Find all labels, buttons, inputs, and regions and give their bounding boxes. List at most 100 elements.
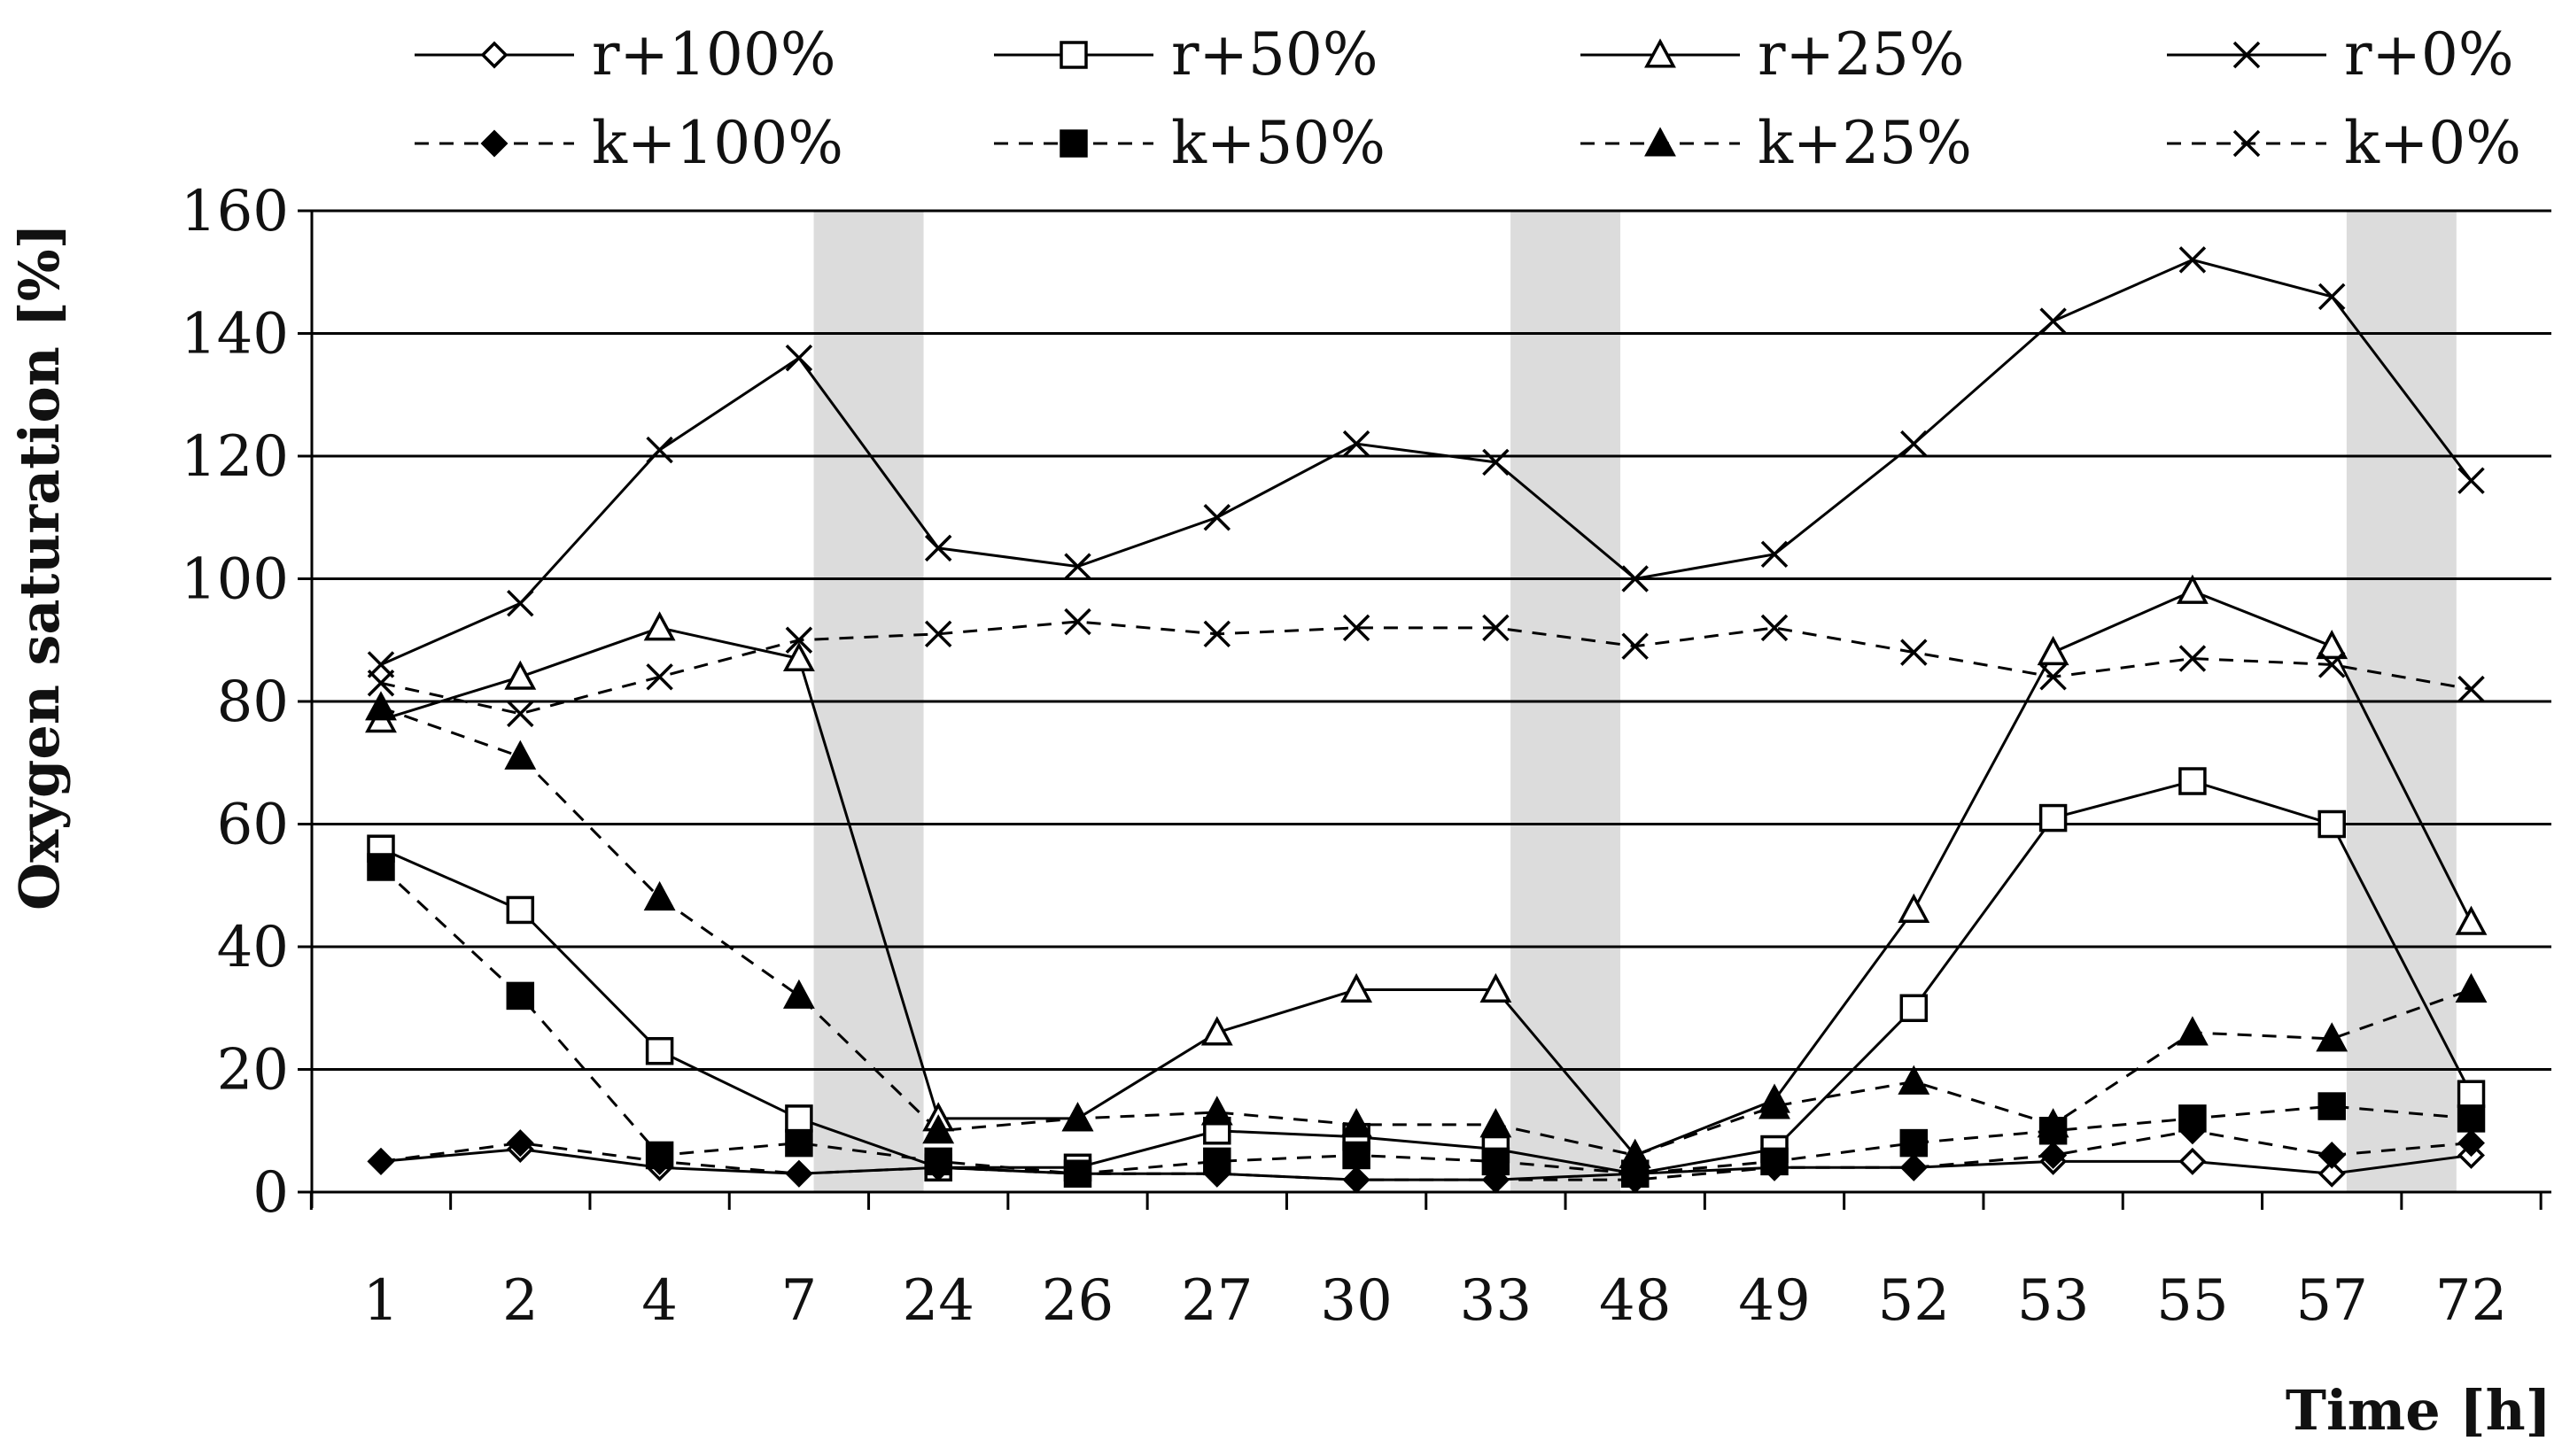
point-k-plus-0pct <box>2039 663 2067 691</box>
series-line-k-plus-50pct <box>379 865 2472 1175</box>
legend-label-k-plus-25pct: k+25% <box>1758 109 1972 177</box>
point-r-plus-100pct <box>2317 1159 2346 1188</box>
x-tick-label: 27 <box>1181 1268 1253 1334</box>
x-tick-label: 24 <box>902 1268 974 1334</box>
point-k-plus-25pct <box>643 880 676 911</box>
point-r-plus-0pct <box>2178 246 2207 274</box>
point-k-plus-0pct <box>2317 651 2346 678</box>
point-k-plus-100pct <box>2317 1141 2346 1169</box>
point-r-plus-0pct <box>1064 553 1091 580</box>
x-tick-label: 48 <box>1599 1268 1671 1334</box>
point-k-plus-50pct <box>785 1128 813 1158</box>
point-k-plus-50pct <box>1063 1159 1092 1188</box>
point-r-plus-25pct <box>1200 1016 1233 1046</box>
x-tick-label: 53 <box>2017 1268 2089 1334</box>
point-k-plus-0pct <box>367 669 395 697</box>
point-r-plus-0pct <box>1203 504 1231 531</box>
y-tick-label: 20 <box>217 1038 289 1104</box>
point-k-plus-100pct <box>2457 1129 2485 1158</box>
point-k-plus-100pct <box>367 1147 395 1175</box>
point-k-plus-25pct <box>1200 1096 1233 1126</box>
point-k-plus-0pct <box>785 626 813 654</box>
point-r-plus-25pct <box>1479 972 1512 1003</box>
point-r-plus-100pct <box>2178 1147 2207 1175</box>
x-tick-label: 2 <box>502 1268 539 1334</box>
point-k-plus-0pct <box>507 700 534 728</box>
point-r-plus-0pct <box>1482 448 1510 476</box>
x-tick-label: 30 <box>1320 1268 1392 1334</box>
point-r-plus-25pct <box>782 641 815 672</box>
point-r-plus-0pct <box>2317 283 2346 311</box>
point-k-plus-100pct <box>2039 1141 2068 1169</box>
point-k-plus-50pct <box>1760 1147 1789 1176</box>
legend-label-r-plus-50pct: r+50% <box>1171 20 1378 89</box>
point-r-plus-0pct <box>1342 430 1370 458</box>
point-k-plus-50pct <box>1203 1147 1231 1176</box>
point-k-plus-50pct <box>924 1147 952 1176</box>
legend-label-k-plus-100pct: k+100% <box>592 109 843 177</box>
series-line-r-plus-0pct <box>380 258 2473 666</box>
point-k-plus-0pct <box>1482 614 1510 642</box>
x-tick-label: 1 <box>363 1268 400 1334</box>
point-r-plus-50pct <box>1899 994 1929 1022</box>
series-line-r-plus-100pct <box>380 1148 2472 1181</box>
point-k-plus-25pct <box>365 691 397 721</box>
point-r-plus-50pct <box>2038 803 2068 833</box>
series-line-r-plus-50pct <box>380 779 2473 1175</box>
point-k-plus-100pct <box>1899 1153 1928 1181</box>
y-tick-label: 40 <box>217 915 289 980</box>
point-r-plus-25pct <box>1340 972 1373 1003</box>
point-k-plus-50pct <box>1481 1147 1510 1176</box>
point-k-plus-0pct <box>1342 614 1370 642</box>
point-k-plus-25pct <box>1898 1065 1930 1095</box>
x-tick-label: 57 <box>2295 1268 2367 1334</box>
point-r-plus-0pct <box>507 589 534 617</box>
legend-marker-k-plus-50pct <box>1060 129 1088 158</box>
legend-label-k-plus-0pct: k+0% <box>2344 109 2521 177</box>
legend-marker-k-plus-0pct <box>2232 129 2261 158</box>
point-k-plus-25pct <box>1479 1108 1512 1138</box>
legend-marker-k-plus-25pct <box>1644 127 1676 157</box>
point-r-plus-0pct <box>2457 467 2485 494</box>
point-r-plus-50pct <box>645 1036 674 1065</box>
x-tick-label: 33 <box>1460 1268 1532 1334</box>
point-r-plus-0pct <box>2039 307 2067 335</box>
point-k-plus-0pct <box>1203 620 1231 648</box>
x-tick-label: 72 <box>2435 1268 2507 1334</box>
point-k-plus-50pct <box>2457 1104 2486 1133</box>
point-k-plus-0pct <box>1064 608 1091 636</box>
point-k-plus-25pct <box>504 740 537 770</box>
point-k-plus-25pct <box>2455 972 2488 1003</box>
point-k-plus-100pct <box>506 1129 534 1158</box>
point-r-plus-50pct <box>506 895 535 925</box>
y-axis-title: Oxygen saturation [%] <box>7 223 72 910</box>
legend-marker-r-plus-50pct <box>1060 41 1088 69</box>
x-tick-label: 4 <box>641 1268 678 1334</box>
point-k-plus-25pct <box>2316 1022 2348 1052</box>
legend-marker-k-plus-100pct <box>480 129 509 158</box>
point-r-plus-0pct <box>1760 540 1789 569</box>
point-k-plus-25pct <box>1340 1108 1373 1138</box>
legend-label-r-plus-100pct: r+100% <box>592 20 836 89</box>
x-tick-label: 49 <box>1738 1268 1810 1334</box>
point-r-plus-0pct <box>646 436 673 464</box>
point-r-plus-25pct <box>504 660 537 690</box>
y-tick-label: 80 <box>217 670 289 735</box>
point-r-plus-0pct <box>1621 565 1649 592</box>
point-k-plus-25pct <box>2037 1108 2069 1138</box>
point-r-plus-50pct <box>2178 767 2207 795</box>
y-tick-label: 100 <box>181 547 289 613</box>
point-r-plus-50pct <box>2457 1080 2486 1108</box>
x-tick-label: 55 <box>2156 1268 2228 1334</box>
y-tick-label: 120 <box>181 424 289 490</box>
x-tick-label: 7 <box>781 1268 818 1334</box>
point-k-plus-25pct <box>782 979 815 1009</box>
series-line-k-plus-0pct <box>380 620 2472 716</box>
point-k-plus-25pct <box>2176 1016 2209 1046</box>
point-k-plus-50pct <box>506 981 535 1011</box>
legend: r+100% r+50% r+25% r+0% k+100% k+50% k+25% k+0% <box>415 20 2521 177</box>
x-tick-label: 52 <box>1878 1268 1950 1334</box>
series-markers <box>365 246 2488 1194</box>
point-k-plus-50pct <box>1899 1128 1929 1158</box>
